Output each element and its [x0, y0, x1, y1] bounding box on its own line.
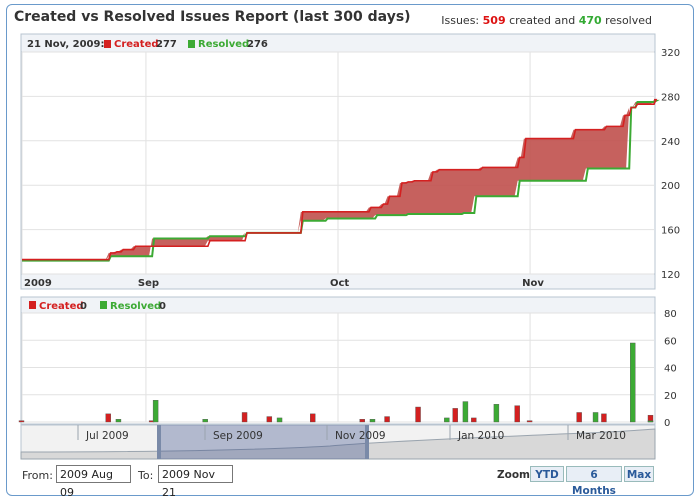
resolved-bar	[152, 400, 159, 423]
bar-y-tick-label: 20	[664, 391, 677, 402]
created-bar	[471, 417, 477, 423]
navigator-handle-left[interactable]	[157, 425, 161, 459]
created-bar	[514, 405, 520, 423]
bar-y-tick-label: 40	[664, 364, 677, 375]
bar-legend-created-label: Created	[39, 301, 84, 312]
zoom-max-button[interactable]: Max	[624, 466, 654, 482]
report-title: Created vs Resolved Issues Report (last …	[14, 9, 411, 25]
resolved-bar	[493, 404, 500, 423]
main-x-tick-label: Nov	[522, 278, 544, 289]
to-label: To:	[138, 469, 154, 482]
created-bar	[105, 413, 111, 423]
legend-resolved-value: 276	[247, 39, 268, 50]
created-bar	[452, 408, 458, 423]
summary-mid: created and	[509, 14, 576, 27]
summary-created-count: 509	[482, 14, 506, 27]
main-y-tick-label: 120	[661, 270, 680, 281]
created-bar	[359, 419, 365, 423]
bar-legend-resolved-value: 0	[159, 301, 166, 312]
navigator-month-label: Jul 2009	[85, 430, 129, 442]
main-plot	[22, 98, 660, 262]
bar-y-tick-label: 60	[664, 336, 677, 347]
created-bar	[241, 412, 248, 423]
resolved-bar	[115, 419, 122, 423]
legend-created-value: 277	[156, 39, 177, 50]
bar-legend-created-value: 0	[80, 301, 87, 312]
main-x-tick-label: 2009	[24, 278, 52, 289]
resolved-bar	[647, 420, 654, 423]
navigator-month-label: Mar 2010	[576, 430, 626, 442]
created-bar	[415, 406, 421, 423]
issues-summary: Issues: 509 created and 470 resolved	[441, 14, 652, 27]
navigator-selection[interactable]	[159, 425, 367, 459]
main-grid	[21, 51, 654, 275]
navigator-month-label: Jan 2010	[457, 430, 504, 442]
main-x-tick-label: Sep	[138, 278, 159, 289]
resolved-bar	[276, 417, 283, 423]
resolved-bar	[462, 401, 469, 423]
zoom-6-months-button[interactable]: 6 Months	[566, 466, 622, 497]
navigator-month-label: Nov 2009	[335, 430, 386, 442]
bar-legend-created-swatch	[29, 301, 36, 309]
bar-legend-resolved-label: Resolved	[110, 301, 161, 312]
main-y-tick-label: 320	[661, 48, 680, 59]
created-bar	[576, 412, 582, 423]
legend-created-swatch	[104, 40, 111, 48]
resolved-series-line	[22, 99, 660, 262]
from-date-input[interactable]: 2009 Aug 09	[56, 465, 131, 499]
resolved-bar	[369, 419, 376, 423]
navigator-handle-right[interactable]	[365, 425, 369, 459]
created-bar	[526, 420, 533, 423]
main-y-tick-label: 200	[661, 181, 680, 192]
zoom-ytd-button[interactable]: YTD	[530, 466, 564, 482]
bar-axes: 0 20 40 60 80	[664, 309, 677, 429]
legend-resolved-swatch	[188, 40, 195, 48]
bar-grid	[21, 312, 654, 423]
created-bar	[310, 413, 316, 423]
created-bar	[266, 416, 273, 423]
resolved-bar	[202, 419, 208, 423]
resolved-bar	[444, 417, 450, 423]
from-label: From:	[22, 469, 53, 482]
bar-y-tick-label: 0	[664, 418, 670, 429]
created-series-line	[22, 98, 658, 261]
main-y-tick-label: 280	[661, 92, 680, 103]
bar-plot	[18, 342, 654, 423]
resolved-bar	[630, 342, 636, 423]
to-date-input[interactable]: 2009 Nov 21	[158, 465, 233, 499]
legend-date: 21 Nov, 2009:	[27, 39, 104, 50]
main-x-tick-label: Oct	[330, 278, 349, 289]
summary-resolved-count: 470	[578, 14, 602, 27]
main-axes: 120 160 200 240 280 320 2009 Sep Oct Nov	[24, 48, 680, 289]
created-bar	[384, 416, 390, 423]
main-y-tick-label: 240	[661, 137, 680, 148]
summary-prefix: Issues:	[441, 14, 480, 27]
zoom-label: Zoom:	[497, 469, 535, 481]
resolved-bar	[592, 412, 599, 423]
navigator-month-label: Sep 2009	[213, 430, 263, 442]
legend-created-label: Created	[114, 39, 159, 50]
summary-suffix: resolved	[605, 14, 652, 27]
navigator-labels: Jul 2009 Sep 2009 Nov 2009 Jan 2010 Mar 2010	[77, 425, 626, 442]
legend-resolved-label: Resolved	[198, 39, 249, 50]
bar-y-tick-label: 80	[664, 309, 677, 320]
created-bar	[18, 420, 25, 423]
main-y-tick-label: 160	[661, 226, 680, 237]
created-bar	[601, 413, 607, 423]
bar-legend-resolved-swatch	[100, 301, 107, 309]
